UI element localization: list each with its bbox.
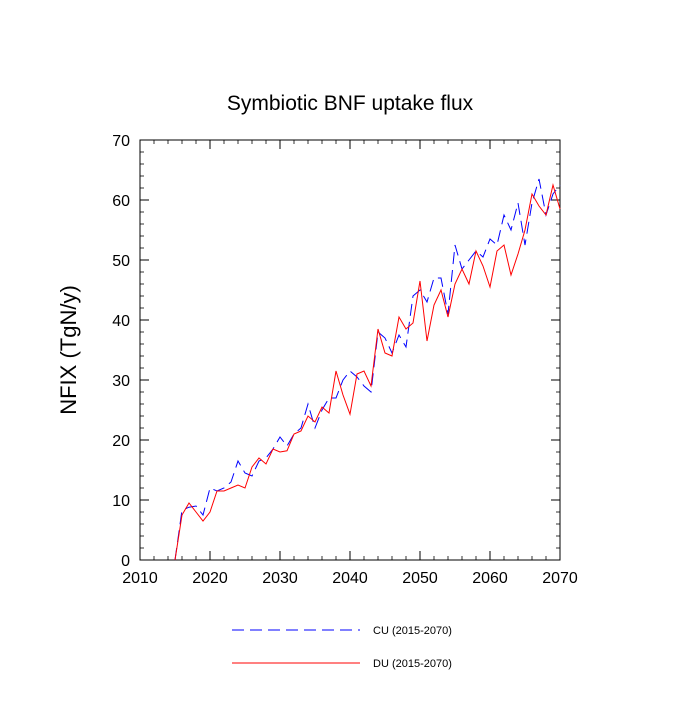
series-line-du — [174, 183, 561, 561]
y-tick-label: 10 — [112, 493, 130, 510]
x-tick-label: 2070 — [542, 570, 578, 587]
y-tick-label: 30 — [112, 373, 130, 390]
y-axis-label: NFIX (TgN/y) — [56, 285, 81, 415]
y-tick-label: 0 — [121, 553, 130, 570]
y-tick-label: 70 — [112, 133, 130, 150]
y-tick-label: 40 — [112, 313, 130, 330]
legend-label-du: DU (2015-2070) — [373, 658, 452, 670]
x-tick-label: 2010 — [122, 570, 158, 587]
x-tick-label: 2030 — [262, 570, 298, 587]
x-tick-label: 2060 — [472, 570, 508, 587]
chart-title: Symbiotic BNF uptake flux — [227, 92, 474, 115]
x-tick-label: 2040 — [332, 570, 368, 587]
y-tick-label: 60 — [112, 193, 130, 210]
legend-label-cu: CU (2015-2070) — [373, 625, 452, 637]
y-tick-label: 50 — [112, 253, 130, 270]
x-tick-label: 2050 — [402, 570, 438, 587]
plot-frame — [139, 139, 561, 561]
x-tick-label: 2020 — [192, 570, 228, 587]
y-tick-label: 20 — [112, 433, 130, 450]
series-line-cu — [174, 178, 561, 561]
